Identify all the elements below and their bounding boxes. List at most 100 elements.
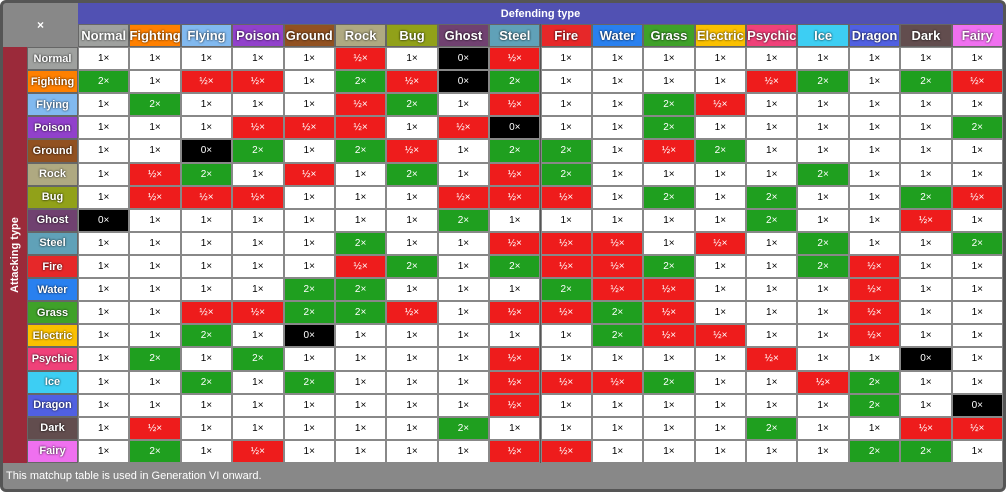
matchup-cell: 1× xyxy=(694,162,747,186)
matchup-cell: 2× xyxy=(232,347,284,371)
row-header: Fighting xyxy=(27,70,78,94)
matchup-cell: 1× xyxy=(591,439,644,463)
matchup-cell: 1× xyxy=(591,139,644,163)
matchup-cell: 1× xyxy=(694,185,747,209)
matchup-cell: 2× xyxy=(746,208,798,232)
matchup-cell: ½× xyxy=(232,185,284,209)
matchup-cell: 1× xyxy=(489,416,541,440)
matchup-cell: 2× xyxy=(746,416,798,440)
matchup-cell: 1× xyxy=(334,162,387,186)
matchup-cell: 1× xyxy=(746,439,798,463)
matchup-cell: ½× xyxy=(540,370,592,394)
matchup-cell: 1× xyxy=(180,231,233,255)
matchup-cell: 1× xyxy=(180,416,233,440)
matchup-cell: 1× xyxy=(540,70,592,94)
matchup-cell: 1× xyxy=(900,301,952,325)
matchup-cell: 1× xyxy=(334,370,387,394)
matchup-cell: 1× xyxy=(694,347,747,371)
matchup-cell: 1× xyxy=(746,231,798,255)
matchup-cell: 1× xyxy=(180,393,233,417)
matchup-cell: ½× xyxy=(591,255,644,279)
row-header: Bug xyxy=(27,185,78,209)
matchup-cell: 1× xyxy=(232,93,284,117)
matchup-cell: 1× xyxy=(129,70,181,94)
row-header: Water xyxy=(27,278,78,302)
matchup-cell: ½× xyxy=(489,370,541,394)
matchup-cell: 1× xyxy=(386,416,438,440)
matchup-cell: 1× xyxy=(848,208,901,232)
column-header: Normal xyxy=(78,24,130,47)
matchup-cell: 1× xyxy=(797,393,849,417)
matchup-cell: 1× xyxy=(797,185,849,209)
matchup-cell: 1× xyxy=(489,278,541,302)
matchup-cell: ½× xyxy=(489,439,541,463)
matchup-cell: 2× xyxy=(334,231,387,255)
matchup-cell: 1× xyxy=(797,93,849,117)
matchup-cell: ½× xyxy=(643,324,695,348)
matchup-cell: 1× xyxy=(746,324,798,348)
matchup-cell: 1× xyxy=(797,416,849,440)
matchup-cell: 1× xyxy=(78,370,130,394)
matchup-cell: 1× xyxy=(386,393,438,417)
column-header: Ground xyxy=(283,24,335,47)
matchup-cell: 1× xyxy=(900,278,952,302)
matchup-cell: 1× xyxy=(540,47,592,71)
matchup-cell: ½× xyxy=(334,116,387,140)
matchup-cell: 1× xyxy=(437,93,490,117)
matchup-cell: 2× xyxy=(540,139,592,163)
matchup-cell: 1× xyxy=(232,370,284,394)
matchup-cell: 1× xyxy=(78,93,130,117)
matchup-cell: 2× xyxy=(900,70,952,94)
matchup-cell: 2× xyxy=(437,208,490,232)
matchup-cell: 1× xyxy=(437,370,490,394)
column-header: Rock xyxy=(334,24,387,47)
matchup-cell: 1× xyxy=(129,139,181,163)
matchup-cell: ½× xyxy=(232,70,284,94)
matchup-cell: 1× xyxy=(900,139,952,163)
matchup-cell: 1× xyxy=(78,116,130,140)
matchup-cell: 1× xyxy=(797,139,849,163)
column-header: Bug xyxy=(386,24,438,47)
column-header: Ice xyxy=(797,24,849,47)
column-header: Poison xyxy=(232,24,284,47)
matchup-cell: 1× xyxy=(694,416,747,440)
footer: This matchup table is used in Generation… xyxy=(3,463,1003,489)
matchup-cell: 2× xyxy=(334,70,387,94)
matchup-cell: 1× xyxy=(746,370,798,394)
matchup-cell: 0× xyxy=(489,116,541,140)
matchup-cell: 1× xyxy=(540,347,592,371)
row-header: Steel xyxy=(27,231,78,255)
row-header: Grass xyxy=(27,301,78,325)
matchup-cell: ½× xyxy=(951,70,1003,94)
matchup-cell: ½× xyxy=(694,324,747,348)
matchup-cell: 1× xyxy=(900,162,952,186)
matchup-cell: 1× xyxy=(437,347,490,371)
matchup-cell: ½× xyxy=(540,439,592,463)
matchup-cell: ½× xyxy=(283,116,335,140)
matchup-cell: 0× xyxy=(900,347,952,371)
row-header: Ice xyxy=(27,370,78,394)
matchup-cell: ½× xyxy=(129,416,181,440)
matchup-cell: 1× xyxy=(591,93,644,117)
row-header: Electric xyxy=(27,324,78,348)
attacking-strip: Attacking type xyxy=(3,47,27,463)
matchup-cell: 2× xyxy=(540,162,592,186)
matchup-cell: 1× xyxy=(951,439,1003,463)
matchup-cell: 1× xyxy=(489,324,541,348)
matchup-cell: 1× xyxy=(591,185,644,209)
matchup-cell: 2× xyxy=(643,93,695,117)
matchup-cell: 0× xyxy=(180,139,233,163)
matchup-cell: 1× xyxy=(180,347,233,371)
matchup-cell: 1× xyxy=(746,255,798,279)
matchup-cell: 1× xyxy=(746,139,798,163)
column-header: Ghost xyxy=(437,24,490,47)
matchup-cell: ½× xyxy=(643,139,695,163)
matchup-cell: 1× xyxy=(78,139,130,163)
matchup-cell: 1× xyxy=(746,393,798,417)
matchup-cell: 1× xyxy=(694,255,747,279)
matchup-cell: ½× xyxy=(643,278,695,302)
matchup-cell: 1× xyxy=(797,347,849,371)
matchup-cell: ½× xyxy=(334,47,387,71)
matchup-cell: 1× xyxy=(848,47,901,71)
